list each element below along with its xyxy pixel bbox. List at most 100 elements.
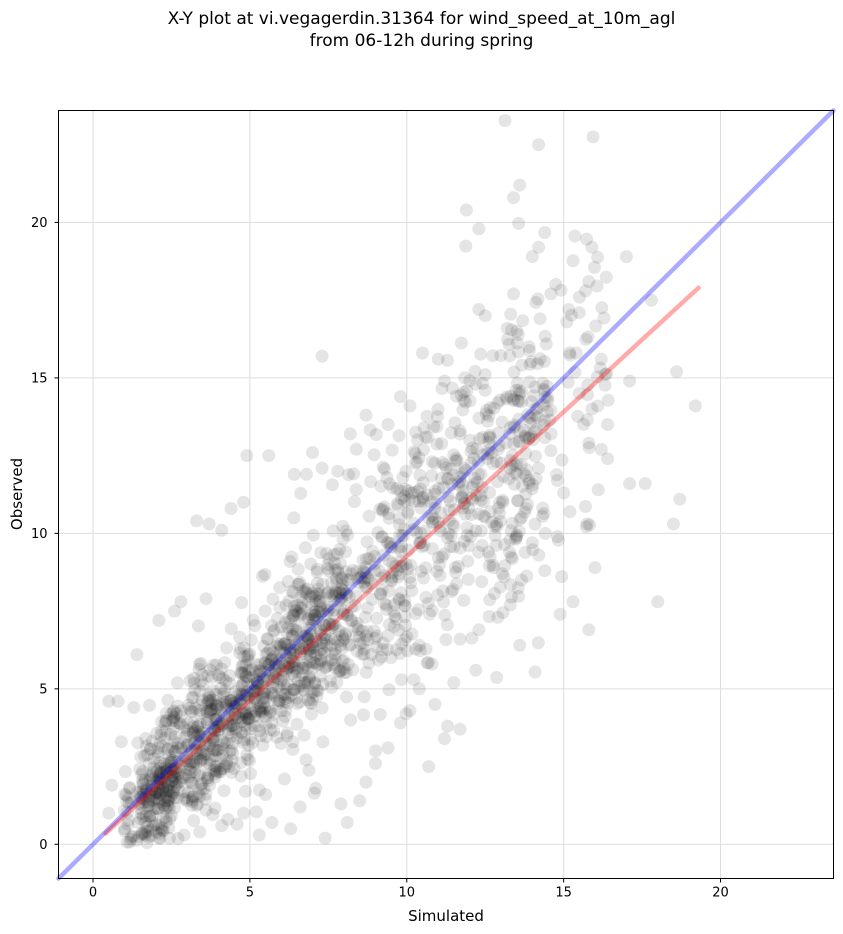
data-point <box>461 554 475 568</box>
data-point <box>461 572 475 586</box>
data-point <box>316 577 330 591</box>
data-point <box>485 446 499 460</box>
data-point <box>586 130 600 144</box>
data-point <box>444 540 457 553</box>
data-point <box>199 736 213 750</box>
data-point <box>246 613 260 627</box>
data-point <box>344 567 358 581</box>
data-point <box>187 728 201 742</box>
data-point <box>502 337 516 351</box>
data-point <box>172 763 186 777</box>
data-point <box>293 642 307 656</box>
data-point <box>184 765 198 779</box>
data-point <box>156 739 169 753</box>
data-point <box>300 644 314 658</box>
data-point <box>134 802 148 816</box>
data-point <box>413 468 427 482</box>
data-point <box>401 644 415 658</box>
data-point <box>145 808 159 822</box>
data-point <box>136 810 150 824</box>
data-point <box>292 679 306 693</box>
data-point <box>485 515 499 529</box>
data-point <box>159 714 173 728</box>
data-point <box>279 649 293 663</box>
data-point <box>167 762 181 776</box>
data-point <box>256 678 269 692</box>
data-point <box>216 742 230 756</box>
data-point <box>334 571 348 585</box>
data-point <box>215 523 229 537</box>
data-point <box>255 702 269 716</box>
data-point <box>361 601 375 615</box>
data-point <box>392 511 406 525</box>
data-point <box>495 567 509 581</box>
data-point <box>376 460 390 474</box>
x-tick-label: 10 <box>399 886 416 901</box>
data-point <box>513 425 527 439</box>
data-point <box>439 461 453 475</box>
data-point <box>229 722 243 736</box>
data-point <box>493 514 507 528</box>
data-point <box>457 593 471 607</box>
data-point <box>240 685 254 698</box>
data-point <box>213 719 227 733</box>
data-point <box>213 765 227 779</box>
data-point <box>349 483 363 497</box>
data-point <box>171 832 185 846</box>
data-point <box>591 250 605 264</box>
data-point <box>232 711 246 725</box>
data-point <box>349 589 363 603</box>
data-point <box>157 799 171 812</box>
data-point <box>589 319 603 333</box>
y-tick-label: 5 <box>39 682 47 697</box>
data-point <box>458 507 472 521</box>
data-point <box>532 461 546 475</box>
data-point <box>267 707 280 721</box>
data-point <box>579 284 593 298</box>
data-point <box>166 773 180 787</box>
data-point <box>428 697 442 711</box>
data-point <box>447 503 461 517</box>
data-point <box>161 779 175 793</box>
data-point <box>272 696 285 710</box>
data-point <box>395 492 409 506</box>
data-point <box>368 631 382 645</box>
data-point <box>198 729 212 743</box>
data-point <box>151 748 165 762</box>
data-point <box>302 612 316 626</box>
data-point <box>301 632 315 646</box>
data-point <box>295 655 309 669</box>
data-point <box>310 565 324 579</box>
data-point <box>137 787 151 801</box>
x-axis-label: Simulated <box>408 907 484 925</box>
data-point <box>360 581 374 595</box>
data-point <box>187 757 201 771</box>
data-point <box>580 517 594 531</box>
data-point <box>199 787 213 801</box>
data-point <box>444 426 458 440</box>
data-point <box>299 658 313 672</box>
data-point <box>398 599 412 613</box>
data-point <box>340 588 354 602</box>
data-point <box>111 694 125 708</box>
data-point <box>204 737 218 750</box>
data-point <box>579 500 592 513</box>
data-point <box>403 399 417 413</box>
data-point <box>237 806 251 820</box>
data-point <box>264 723 277 737</box>
data-point <box>186 790 200 804</box>
data-point <box>313 657 327 671</box>
data-point <box>279 665 293 679</box>
data-point <box>431 516 445 529</box>
data-point <box>325 576 339 590</box>
data-point <box>457 393 471 407</box>
data-point <box>187 814 201 828</box>
data-point <box>193 717 207 731</box>
data-point <box>259 691 273 705</box>
data-point <box>300 629 313 643</box>
data-point <box>192 657 206 671</box>
data-point <box>149 785 163 799</box>
data-point <box>323 674 337 688</box>
data-point <box>265 652 279 666</box>
data-point <box>380 471 394 484</box>
